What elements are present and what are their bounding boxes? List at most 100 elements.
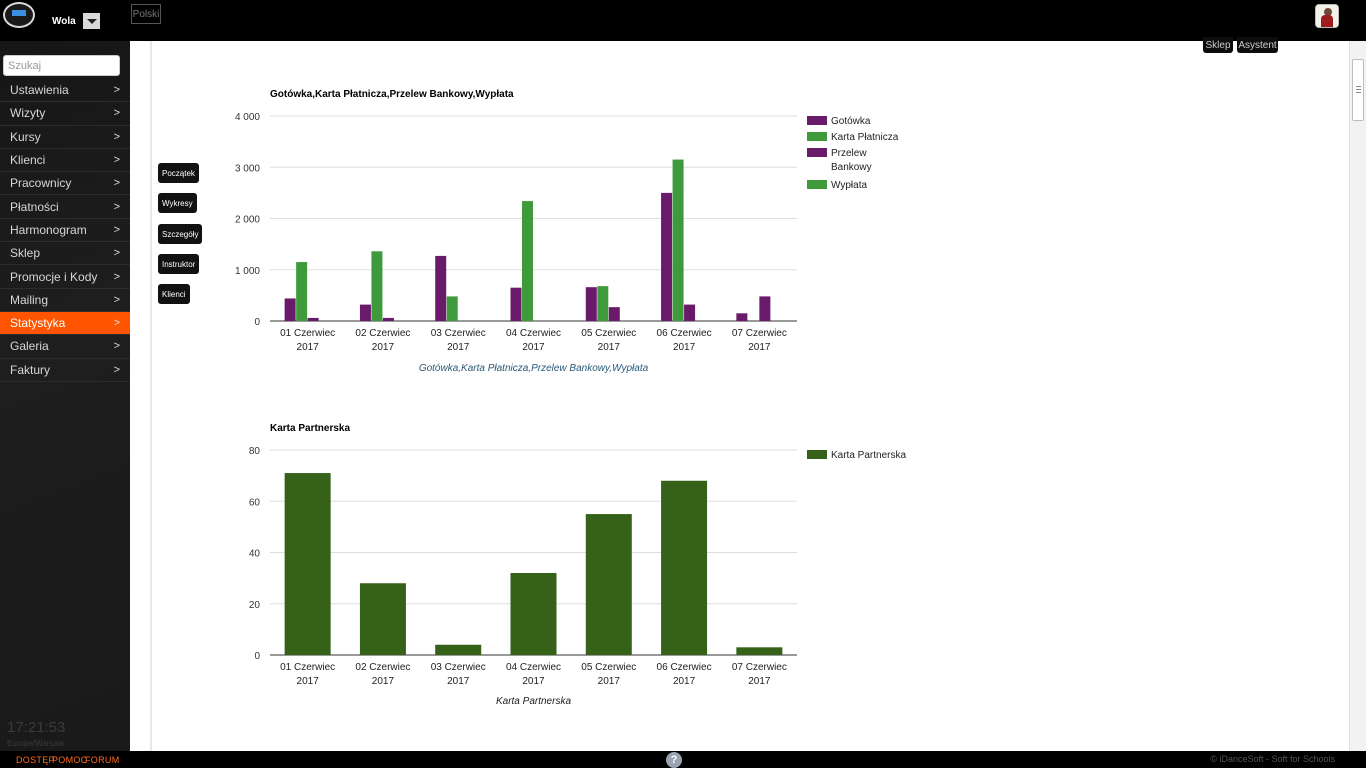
bar: [435, 644, 482, 655]
help-link[interactable]: POMOC: [52, 755, 88, 765]
legend-label: Przelew: [831, 148, 867, 159]
sidebar-item-label: Wizyty: [10, 106, 46, 121]
y-tick-label: 3 000: [235, 163, 260, 174]
sidebar-item-ustawienia[interactable]: Ustawienia >: [0, 79, 130, 103]
location-dropdown-button[interactable]: [83, 13, 100, 29]
sidebar-item-klienci[interactable]: Klienci >: [0, 149, 130, 173]
partner-card-chart: 0 20 40 60 80 01 Czerwiec 2017 02 Czerwiec 2017 0…: [249, 446, 907, 687]
bar: [510, 573, 557, 655]
y-tick-label: 80: [249, 446, 261, 457]
y-tick-label: 20: [249, 600, 261, 611]
chart-caption: Gotówka,Karta Płatnicza,Przelew Bankowy,…: [418, 363, 649, 374]
sidebar-item-płatności[interactable]: Płatności >: [0, 195, 130, 219]
bar: [359, 304, 371, 321]
sidebar-item-pracownicy[interactable]: Pracownicy >: [0, 172, 130, 196]
bar: [284, 473, 331, 655]
charts-button[interactable]: Wykresy: [158, 193, 197, 213]
x-tick-label: 06 Czerwiec: [657, 328, 712, 339]
sidebar-item-wizyty[interactable]: Wizyty >: [0, 102, 130, 126]
chevron-right-icon: >: [113, 317, 120, 330]
legend-swatch: [807, 132, 827, 141]
sidebar-item-kursy[interactable]: Kursy >: [0, 126, 130, 149]
bar: [672, 159, 684, 321]
chevron-right-icon: >: [113, 200, 120, 213]
bar: [608, 307, 620, 321]
legend-label: Gotówka: [831, 116, 871, 127]
shop-button[interactable]: Sklep: [1203, 37, 1233, 53]
x-tick-label: 2017: [522, 676, 545, 687]
chevron-right-icon: >: [113, 340, 120, 353]
bar: [736, 647, 783, 655]
sidebar-item-label: Płatności: [10, 199, 59, 214]
x-tick-label: 04 Czerwiec: [506, 662, 561, 673]
start-button[interactable]: Początek: [158, 163, 199, 183]
y-tick-label: 60: [249, 497, 261, 508]
instructor-button[interactable]: Instruktor: [158, 254, 200, 274]
clock: 17:21:53: [7, 719, 66, 736]
chevron-right-icon: >: [113, 154, 120, 167]
x-tick-label: 2017: [748, 676, 771, 687]
chevron-right-icon: >: [113, 130, 120, 143]
chevron-right-icon: >: [113, 223, 120, 236]
bar: [661, 480, 708, 655]
top-bar: Wola Polski: [0, 0, 1366, 41]
assistant-button[interactable]: Asystent: [1237, 37, 1278, 53]
x-tick-label: 2017: [297, 342, 320, 353]
scrollbar-thumb[interactable]: [1352, 59, 1364, 121]
x-tick-label: 2017: [673, 342, 696, 353]
menu-icon[interactable]: [3, 2, 35, 28]
sidebar-item-mailing[interactable]: Mailing >: [0, 289, 130, 312]
x-tick-label: 2017: [447, 342, 470, 353]
x-tick-label: 2017: [598, 676, 621, 687]
sidebar-item-sklep[interactable]: Sklep >: [0, 242, 130, 266]
chevron-down-icon: [86, 18, 97, 24]
language-selector[interactable]: Polski: [131, 4, 161, 24]
legend-swatch: [807, 116, 827, 125]
chart-title: Gotówka,Karta Płatnicza,Przelew Bankowy,…: [270, 89, 514, 100]
chevron-right-icon: >: [113, 293, 120, 306]
legend-swatch: [807, 148, 827, 157]
bar: [585, 514, 632, 655]
x-tick-label: 2017: [372, 342, 395, 353]
sidebar-item-promocje-i-kody[interactable]: Promocje i Kody >: [0, 265, 130, 289]
y-tick-label: 0: [254, 651, 260, 662]
bar: [435, 255, 447, 321]
sidebar-item-label: Faktury: [10, 362, 51, 377]
access-link[interactable]: DOSTĘP: [16, 755, 55, 765]
sidebar-item-label: Mailing: [10, 292, 49, 307]
legend-swatch: [807, 450, 827, 459]
bar: [296, 262, 308, 321]
sidebar-item-harmonogram[interactable]: Harmonogram >: [0, 219, 130, 243]
help-icon[interactable]: ?: [666, 752, 682, 768]
x-tick-label: 01 Czerwiec: [280, 328, 335, 339]
sidebar-item-label: Sklep: [10, 246, 41, 261]
forum-link[interactable]: FORUM: [85, 755, 120, 765]
bar: [661, 192, 673, 321]
clients-button[interactable]: Klienci: [158, 284, 190, 304]
search-input[interactable]: [3, 55, 120, 76]
x-tick-label: 04 Czerwiec: [506, 328, 561, 339]
sidebar-item-label: Harmonogram: [10, 222, 87, 237]
details-button[interactable]: Szczegóły: [158, 224, 203, 244]
content-left-border: [150, 41, 152, 751]
x-tick-label: 03 Czerwiec: [431, 662, 486, 673]
sidebar-item-faktury[interactable]: Faktury >: [0, 359, 130, 382]
x-tick-label: 07 Czerwiec: [732, 662, 787, 673]
bar: [371, 251, 383, 321]
x-tick-label: 02 Czerwiec: [355, 328, 410, 339]
chevron-right-icon: >: [113, 84, 120, 97]
x-tick-label: 06 Czerwiec: [657, 662, 712, 673]
y-tick-label: 0: [254, 317, 260, 328]
chevron-right-icon: >: [113, 107, 120, 120]
payments-chart: 0 1 000 2 000 3 000 4 000 01 Czerwiec 2017 02 C…: [235, 112, 899, 353]
sidebar: Ustawienia>Wizyty>Kursy>Klienci>Pracowni…: [0, 41, 130, 751]
bar: [736, 313, 748, 321]
sidebar-item-label: Statystyka: [10, 316, 66, 331]
scrollbar[interactable]: [1349, 41, 1366, 751]
sidebar-item-galeria[interactable]: Galeria >: [0, 335, 130, 359]
avatar-head: [1324, 8, 1332, 16]
sidebar-item-label: Klienci: [10, 153, 46, 168]
sidebar-item-statystyka[interactable]: Statystyka >: [0, 311, 130, 336]
user-avatar[interactable]: [1315, 4, 1339, 28]
chevron-right-icon: >: [113, 270, 120, 283]
